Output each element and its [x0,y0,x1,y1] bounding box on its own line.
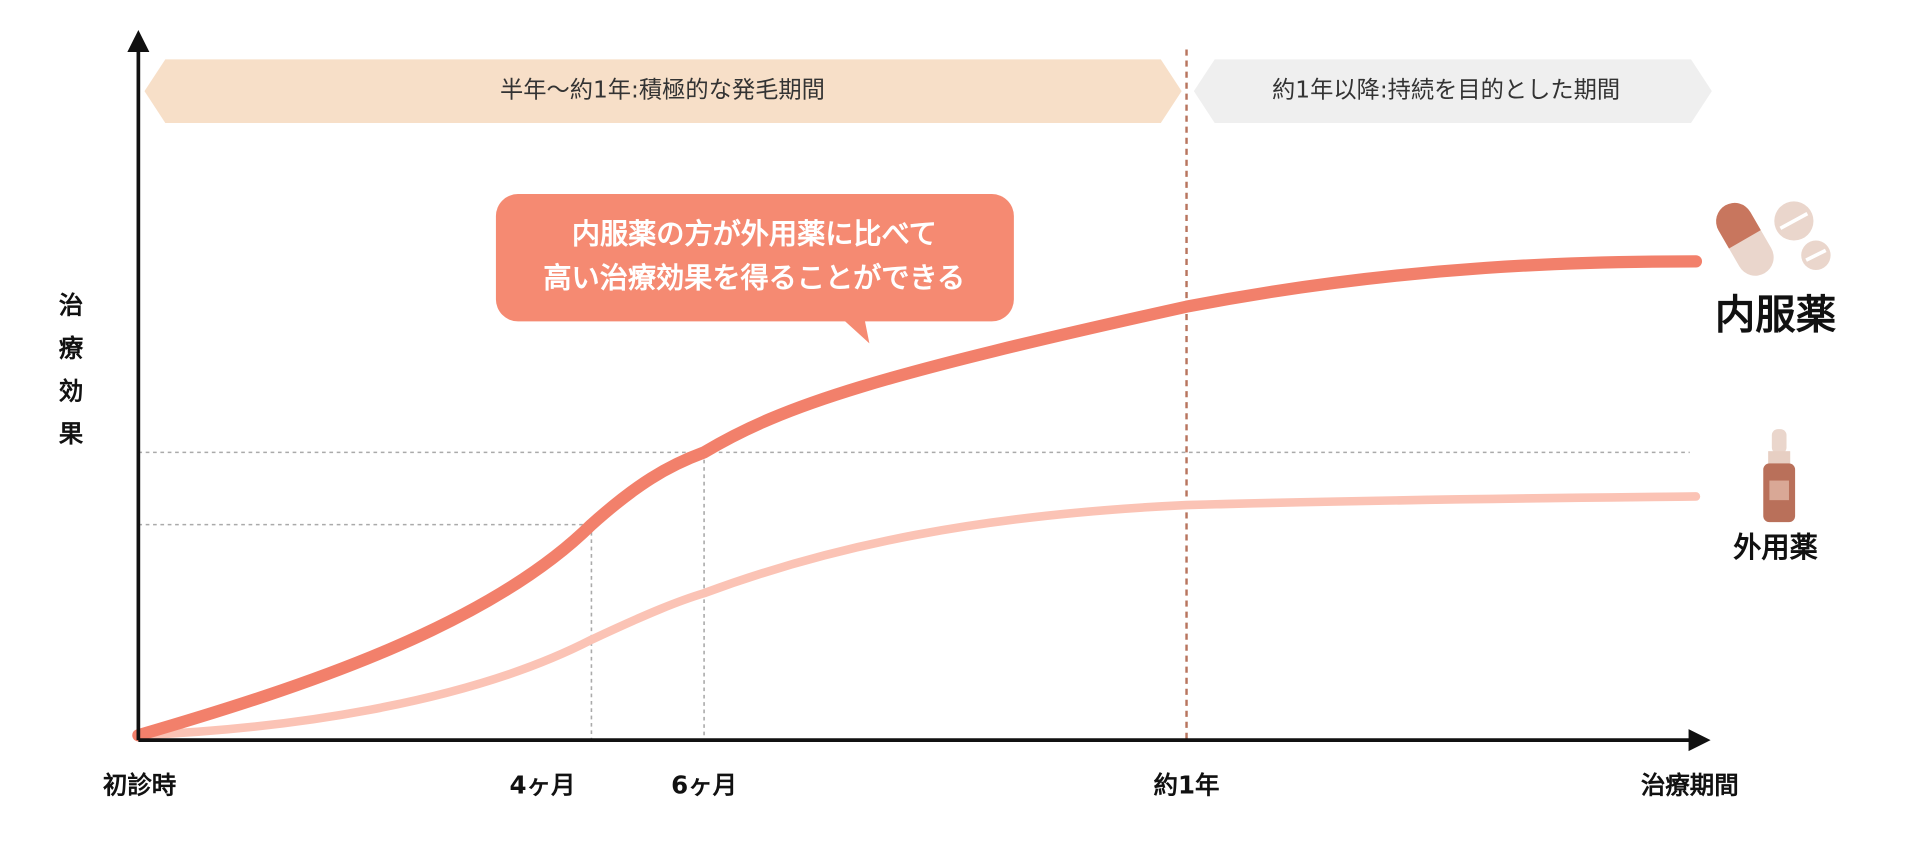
pill-icon [1716,201,1831,276]
bottle-icon [1763,429,1796,523]
y-axis-label: 治 [59,291,83,320]
series-label: 内服薬 [1715,291,1837,339]
x-label: 約1年 [1154,771,1220,800]
y-axis-label: 効 [59,376,83,405]
banner-shape [144,59,1182,123]
callout-tail [842,318,870,344]
banner-shape [1193,59,1712,123]
oral-curve [132,255,1703,742]
banner-text: 半年〜約1年:積極的な発毛期間 [500,77,825,104]
y-axis-arrow [127,29,150,52]
banner-text: 約1年以降:持続を目的とした期間 [1272,77,1620,104]
topical-curve [134,492,1701,740]
x-label: 6ヶ月 [671,771,737,800]
callout-text: 内服薬の方が外用薬に比べて [572,218,937,251]
callout-text: 高い治療効果を得ることができる [543,262,965,295]
y-axis-label: 療 [59,334,84,363]
x-label: 初診時 [103,771,177,800]
x-label: 4ヶ月 [509,771,575,800]
callout-box [495,194,1014,322]
y-axis-label: 果 [59,419,84,448]
x-label: 治療期間 [1641,771,1739,800]
x-axis-arrow [1688,729,1711,752]
series-label: 外用薬 [1733,531,1817,564]
